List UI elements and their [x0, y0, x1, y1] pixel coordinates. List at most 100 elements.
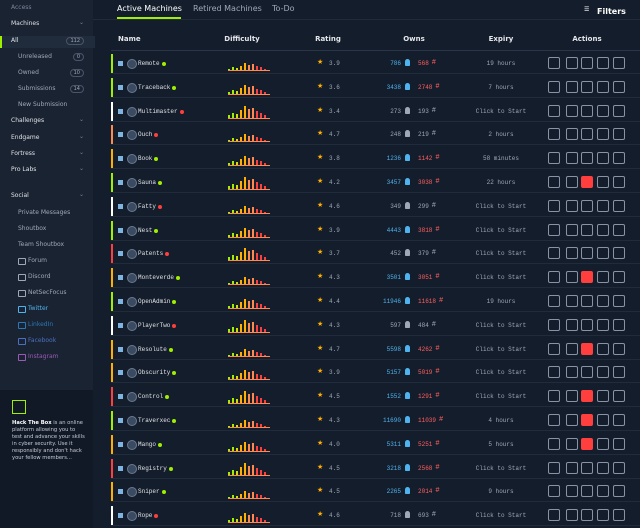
action-button[interactable] — [566, 152, 578, 165]
nav-item[interactable]: NetSecFocus — [28, 289, 67, 296]
nav-item[interactable]: Facebook — [28, 337, 57, 344]
action-button[interactable] — [548, 295, 560, 307]
action-button[interactable] — [566, 199, 578, 212]
action-button[interactable] — [613, 199, 625, 212]
action-button[interactable] — [613, 437, 625, 450]
machine-name[interactable]: Traverxec — [138, 417, 171, 424]
action-button[interactable] — [566, 318, 578, 331]
action-button[interactable] — [581, 390, 593, 403]
action-button[interactable] — [581, 57, 593, 69]
action-button[interactable] — [597, 176, 609, 188]
action-button[interactable] — [548, 152, 560, 165]
action-button[interactable] — [566, 342, 578, 355]
machine-name[interactable]: Traceback — [138, 83, 171, 91]
action-button[interactable] — [581, 271, 593, 284]
action-button[interactable] — [613, 104, 625, 117]
action-button[interactable] — [613, 57, 625, 69]
action-button[interactable] — [548, 128, 560, 141]
nav-item[interactable]: Access — [11, 4, 32, 11]
action-button[interactable] — [597, 390, 609, 403]
action-button[interactable] — [548, 104, 560, 117]
action-button[interactable] — [548, 509, 560, 522]
tab[interactable]: Retired Machines — [193, 4, 262, 13]
action-button[interactable] — [597, 247, 609, 260]
nav-item[interactable]: Owned — [18, 69, 39, 76]
action-button[interactable] — [566, 128, 578, 141]
action-button[interactable] — [597, 318, 609, 331]
action-button[interactable] — [548, 247, 560, 260]
machine-name[interactable]: Mango — [138, 440, 157, 448]
nav-item[interactable]: Team Shoutbox — [18, 241, 65, 248]
action-button[interactable] — [566, 461, 578, 474]
action-button[interactable] — [597, 485, 609, 498]
action-button[interactable] — [548, 57, 560, 69]
action-button[interactable] — [548, 461, 560, 474]
nav-item[interactable]: Pro Labs — [11, 166, 37, 173]
nav-item[interactable]: Shoutbox — [18, 225, 47, 232]
action-button[interactable] — [597, 104, 609, 117]
action-button[interactable] — [597, 80, 609, 93]
action-button[interactable] — [597, 295, 609, 307]
nav-item[interactable]: Endgame — [11, 134, 40, 141]
action-button[interactable] — [581, 295, 593, 307]
machine-name[interactable]: Fatty — [138, 202, 157, 210]
action-button[interactable] — [566, 437, 578, 450]
filters[interactable]: Filters — [597, 7, 626, 16]
action-button[interactable] — [548, 271, 560, 284]
action-button[interactable] — [566, 223, 578, 236]
action-button[interactable] — [613, 461, 625, 474]
action-button[interactable] — [613, 414, 625, 426]
action-button[interactable] — [597, 342, 609, 355]
action-button[interactable] — [581, 318, 593, 331]
action-button[interactable] — [613, 318, 625, 331]
action-button[interactable] — [613, 366, 625, 379]
nav-item[interactable]: Instagram — [28, 353, 59, 360]
action-button[interactable] — [597, 437, 609, 450]
action-button[interactable] — [548, 223, 560, 236]
action-button[interactable] — [597, 271, 609, 284]
action-button[interactable] — [613, 176, 625, 188]
action-button[interactable] — [597, 128, 609, 141]
action-button[interactable] — [597, 509, 609, 522]
action-button[interactable] — [581, 199, 593, 212]
nav-item[interactable]: Challenges — [11, 117, 45, 124]
action-button[interactable] — [581, 176, 593, 188]
nav-item[interactable]: Private Messages — [18, 209, 71, 216]
action-button[interactable] — [613, 509, 625, 522]
action-button[interactable] — [566, 104, 578, 117]
action-button[interactable] — [581, 342, 593, 355]
action-button[interactable] — [581, 509, 593, 522]
action-button[interactable] — [581, 461, 593, 474]
action-button[interactable] — [581, 414, 593, 426]
action-button[interactable] — [548, 390, 560, 403]
action-button[interactable] — [613, 342, 625, 355]
action-button[interactable] — [548, 80, 560, 93]
action-button[interactable] — [613, 152, 625, 165]
action-button[interactable] — [548, 485, 560, 498]
nav-item[interactable]: Submissions — [18, 85, 56, 92]
nav-item[interactable]: LinkedIn — [28, 321, 54, 328]
machine-name[interactable]: Patents — [138, 250, 164, 258]
action-button[interactable] — [566, 295, 578, 307]
action-button[interactable] — [613, 485, 625, 498]
machine-name[interactable]: PlayerTwo — [138, 321, 171, 329]
action-button[interactable] — [597, 414, 609, 426]
nav-item[interactable]: Forum — [28, 257, 48, 264]
action-button[interactable] — [597, 199, 609, 212]
machine-name[interactable]: Remote — [138, 60, 160, 67]
machine-name[interactable]: Book — [138, 155, 153, 163]
action-button[interactable] — [613, 295, 625, 307]
action-button[interactable] — [581, 80, 593, 93]
action-button[interactable] — [548, 318, 560, 331]
action-button[interactable] — [548, 366, 560, 379]
nav-item[interactable]: New Submission — [18, 101, 68, 108]
action-button[interactable] — [548, 342, 560, 355]
action-button[interactable] — [548, 414, 560, 426]
action-button[interactable] — [613, 247, 625, 260]
action-button[interactable] — [581, 485, 593, 498]
tab[interactable]: Active Machines — [117, 4, 182, 13]
machine-name[interactable]: Resolute — [138, 345, 167, 353]
action-button[interactable] — [566, 271, 578, 284]
machine-name[interactable]: Nest — [138, 226, 153, 234]
action-button[interactable] — [566, 414, 578, 426]
